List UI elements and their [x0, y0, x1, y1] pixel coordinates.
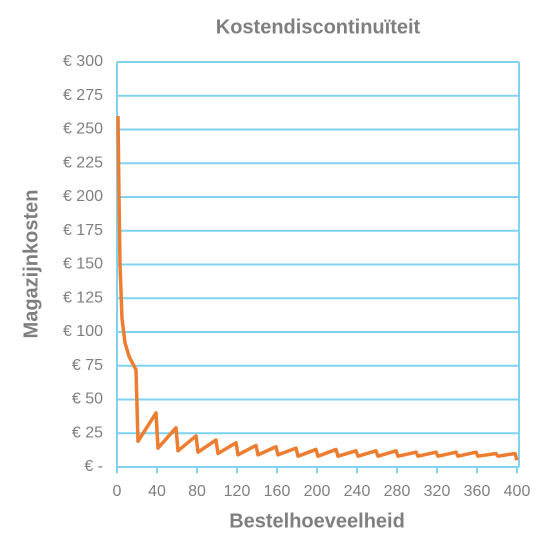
y-tick-label: € 125 — [63, 289, 103, 306]
x-axis-label: Bestelhoeveelheid — [229, 510, 405, 532]
line-series — [116, 115, 519, 461]
chart-title: Kostendiscontinuïteit — [216, 16, 421, 38]
y-tick-label: € 300 — [63, 53, 103, 70]
y-axis-label: Magazijnkosten — [20, 190, 42, 339]
y-tick-label: € 200 — [63, 188, 103, 205]
x-tick-label: 400 — [504, 483, 531, 500]
y-tick-label: € 25 — [72, 424, 103, 441]
y-tick-label: € 75 — [72, 357, 103, 374]
y-tick-label: € 225 — [63, 154, 103, 171]
x-tick-label: 280 — [384, 483, 411, 500]
x-tick-label: 0 — [113, 483, 122, 500]
x-tick-label: 160 — [264, 483, 291, 500]
y-tick-label: € - — [84, 458, 103, 475]
y-tick-label: € 275 — [63, 87, 103, 104]
x-tick-label: 200 — [304, 483, 331, 500]
x-tick-label: 320 — [424, 483, 451, 500]
y-tick-label: € 250 — [63, 121, 103, 138]
x-tick-label: 40 — [148, 483, 166, 500]
x-tick-label: 80 — [188, 483, 206, 500]
y-tick-label: € 150 — [63, 256, 103, 273]
x-tick-label: 360 — [464, 483, 491, 500]
y-tick-label: € 100 — [63, 323, 103, 340]
x-tick-label: 240 — [344, 483, 371, 500]
y-tick-label: € 175 — [63, 222, 103, 239]
y-tick-label: € 50 — [72, 391, 103, 408]
x-tick-label: 120 — [224, 483, 251, 500]
